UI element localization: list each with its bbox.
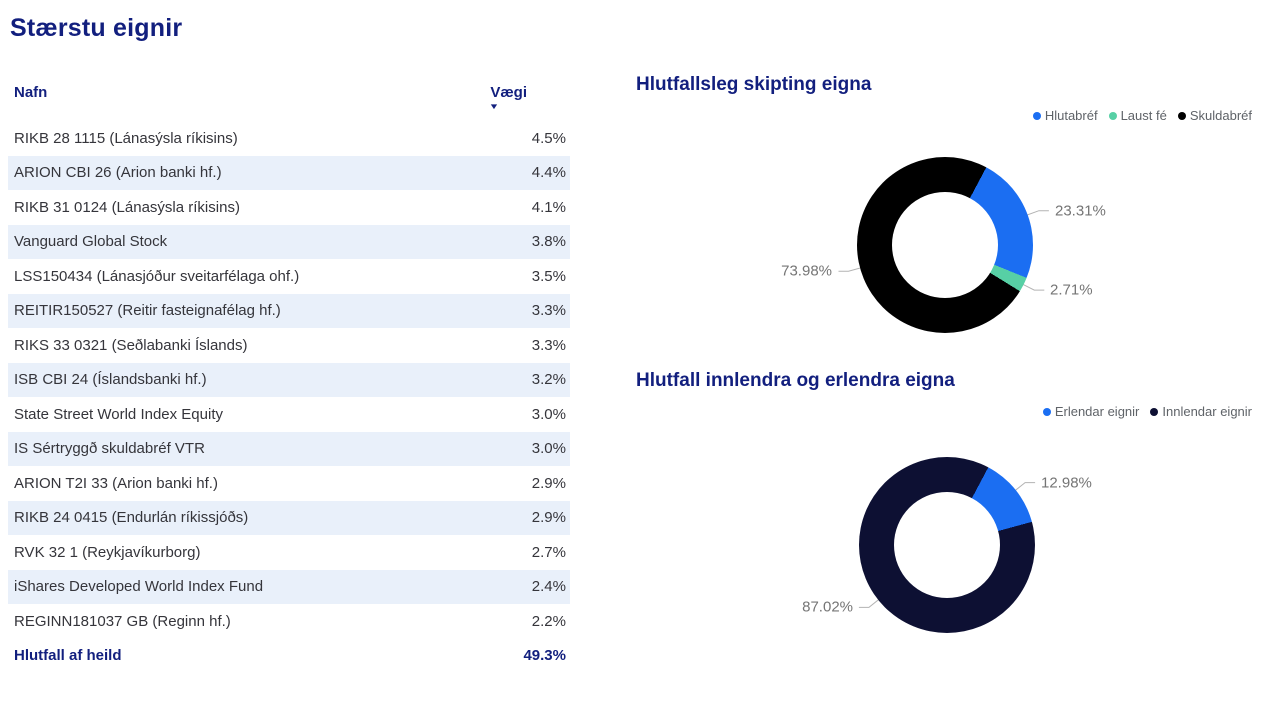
table-row[interactable]: ARION CBI 26 (Arion banki hf.) 4.4% (8, 155, 570, 190)
slice-label: 23.31% (1055, 202, 1106, 220)
asset-name: REITIR150527 (Reitir fasteignafélag hf.) (14, 302, 281, 320)
legend-dot (1177, 111, 1186, 120)
legend-label: Erlendar eignir (1054, 404, 1140, 419)
asset-weight: 2.9% (531, 509, 566, 527)
legend-label: Laust fé (1120, 108, 1167, 123)
asset-name: RIKB 24 0415 (Endurlán ríkissjóðs) (14, 509, 249, 527)
column-header-vaegi-label: Vægi (490, 84, 527, 101)
largest-assets-table: Nafn Vægi ▼ RIKB 28 1115 (Lánasýsla ríki… (8, 80, 570, 673)
legend-label: Skuldabréf (1189, 108, 1252, 123)
asset-weight: 3.5% (531, 267, 566, 285)
total-value: 49.3% (523, 647, 566, 665)
legend-item[interactable]: Erlendar eignir (1042, 404, 1140, 419)
asset-weight: 3.0% (531, 440, 566, 458)
table-row[interactable]: REITIR150527 (Reitir fasteignafélag hf.)… (8, 293, 570, 328)
table-total-row: Hlutfall af heild 49.3% (8, 638, 570, 673)
asset-weight: 4.1% (531, 198, 566, 216)
asset-weight: 3.3% (531, 302, 566, 320)
chart-legend: Hlutabréf Laust fé Skuldabréf (1032, 108, 1252, 123)
domestic-foreign-donut-chart: Hlutfall innlendra og erlendra eigna Erl… (636, 358, 1256, 658)
legend-item[interactable]: Skuldabréf (1177, 108, 1252, 123)
legend-dot (1108, 111, 1117, 120)
table-row[interactable]: RIKB 24 0415 (Endurlán ríkissjóðs) 2.9% (8, 500, 570, 535)
slice-label: 73.98% (781, 262, 832, 280)
asset-weight: 2.7% (531, 543, 566, 561)
table-header-row: Nafn Vægi ▼ (8, 80, 570, 121)
asset-name: ISB CBI 24 (Íslandsbanki hf.) (14, 371, 207, 389)
table-row[interactable]: RVK 32 1 (Reykjavíkurborg) 2.7% (8, 535, 570, 570)
asset-name: RIKB 31 0124 (Lánasýsla ríkisins) (14, 198, 240, 216)
donut-chart[interactable] (859, 457, 1035, 633)
asset-name: ARION CBI 26 (Arion banki hf.) (14, 164, 222, 182)
asset-weight: 2.4% (531, 578, 566, 596)
donut-hole (894, 492, 1000, 598)
donut-chart[interactable] (857, 157, 1033, 333)
asset-weight: 2.9% (531, 474, 566, 492)
table-row[interactable]: iShares Developed World Index Fund 2.4% (8, 569, 570, 604)
asset-weight: 3.3% (531, 336, 566, 354)
legend-dot (1042, 407, 1051, 416)
sort-descending-icon: ▼ (488, 102, 500, 111)
table-row[interactable]: Vanguard Global Stock 3.8% (8, 224, 570, 259)
table-row[interactable]: State Street World Index Equity 3.0% (8, 397, 570, 432)
asset-weight: 4.5% (531, 129, 566, 147)
table-row[interactable]: RIKB 28 1115 (Lánasýsla ríkisins) 4.5% (8, 121, 570, 156)
table-row[interactable]: REGINN181037 GB (Reginn hf.) 2.2% (8, 604, 570, 639)
asset-weight: 2.2% (531, 612, 566, 630)
legend-item[interactable]: Hlutabréf (1032, 108, 1098, 123)
column-header-vaegi[interactable]: Vægi ▼ (488, 80, 570, 111)
legend-dot (1032, 111, 1041, 120)
chart-title: Hlutfall innlendra og erlendra eigna (636, 370, 955, 391)
asset-name: ARION T2I 33 (Arion banki hf.) (14, 474, 218, 492)
column-header-nafn[interactable]: Nafn (14, 84, 48, 101)
table-row[interactable]: ARION T2I 33 (Arion banki hf.) 2.9% (8, 466, 570, 501)
page-title: Stærstu eignir (10, 14, 183, 42)
asset-name: RIKB 28 1115 (Lánasýsla ríkisins) (14, 129, 238, 147)
table-row[interactable]: LSS150434 (Lánasjóður sveitarfélaga ohf.… (8, 259, 570, 294)
asset-name: RVK 32 1 (Reykjavíkurborg) (14, 543, 201, 561)
table-row[interactable]: RIKS 33 0321 (Seðlabanki Íslands) 3.3% (8, 328, 570, 363)
table-row[interactable]: IS Sértryggð skuldabréf VTR 3.0% (8, 431, 570, 466)
asset-name: State Street World Index Equity (14, 405, 223, 423)
asset-weight: 3.2% (531, 371, 566, 389)
chart-legend: Erlendar eignir Innlendar eignir (1042, 404, 1252, 419)
asset-name: LSS150434 (Lánasjóður sveitarfélaga ohf.… (14, 267, 300, 285)
asset-name: iShares Developed World Index Fund (14, 578, 264, 596)
slice-label: 12.98% (1041, 474, 1092, 492)
chart-title: Hlutfallsleg skipting eigna (636, 74, 872, 95)
asset-name: Vanguard Global Stock (14, 233, 168, 251)
legend-label: Innlendar eignir (1162, 404, 1252, 419)
table-row[interactable]: RIKB 31 0124 (Lánasýsla ríkisins) 4.1% (8, 190, 570, 225)
asset-name: RIKS 33 0321 (Seðlabanki Íslands) (14, 336, 248, 354)
legend-label: Hlutabréf (1044, 108, 1098, 123)
table-body: RIKB 28 1115 (Lánasýsla ríkisins) 4.5% ARI… (8, 121, 570, 639)
asset-weight: 3.8% (531, 233, 566, 251)
asset-weight: 3.0% (531, 405, 566, 423)
donut-hole (892, 192, 998, 298)
total-label: Hlutfall af heild (14, 647, 122, 665)
legend-item[interactable]: Laust fé (1108, 108, 1167, 123)
legend-dot (1150, 407, 1159, 416)
slice-label: 87.02% (802, 598, 853, 616)
asset-weight: 4.4% (531, 164, 566, 182)
table-row[interactable]: ISB CBI 24 (Íslandsbanki hf.) 3.2% (8, 362, 570, 397)
asset-name: IS Sértryggð skuldabréf VTR (14, 440, 205, 458)
asset-name: REGINN181037 GB (Reginn hf.) (14, 612, 231, 630)
asset-split-donut-chart: Hlutfallsleg skipting eigna Hlutabréf Lau… (636, 62, 1256, 362)
legend-item[interactable]: Innlendar eignir (1150, 404, 1252, 419)
slice-label: 2.71% (1050, 281, 1093, 299)
